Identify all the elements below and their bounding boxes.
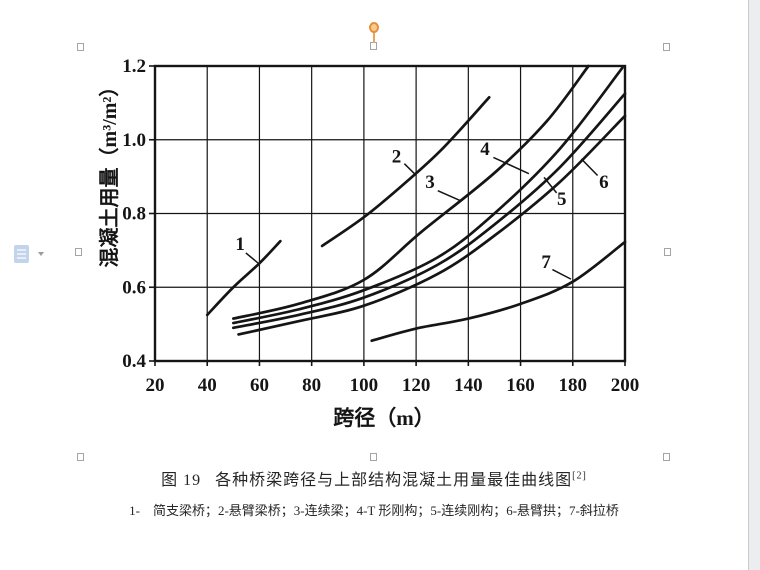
selection-handle-middle-right[interactable] [664, 248, 671, 256]
rotation-handle-stem [373, 32, 375, 43]
x-axis-title: 跨径（m） [333, 406, 435, 430]
curve-6 [237, 114, 627, 336]
curve-label-leader-1 [245, 252, 259, 264]
figure-legend-note[interactable]: 1- 简支梁桥；2-悬臂梁桥；3-连续梁；4-T 形刚构；5-连续刚构；6-悬臂… [129, 503, 619, 518]
x-tick-label: 160 [506, 375, 535, 396]
y-tick-label: 0.4 [122, 351, 146, 372]
curve-label-7: 7 [541, 252, 551, 273]
selection-handle-top-right[interactable] [663, 43, 670, 51]
curve-label-leader-7 [552, 268, 572, 280]
x-tick-label: 40 [198, 375, 217, 396]
x-tick-label: 140 [454, 375, 483, 396]
x-tick-label: 100 [350, 375, 379, 396]
y-axis-title: 混凝土用量（m³/m²） [98, 77, 121, 268]
selection-handle-bottom-center[interactable] [370, 453, 377, 461]
figure-caption-reference: [2] [572, 470, 587, 482]
y-tick-label: 1.0 [122, 130, 146, 151]
x-tick-label: 200 [611, 375, 640, 396]
curve-1 [205, 239, 282, 317]
paste-options-button[interactable] [12, 243, 46, 267]
selection-handle-bottom-right[interactable] [663, 453, 670, 461]
curve-label-5: 5 [557, 189, 567, 210]
curve-label-3: 3 [425, 172, 435, 193]
x-tick-label: 60 [250, 375, 269, 396]
x-tick-label: 20 [146, 375, 165, 396]
curve-label-1: 1 [235, 234, 245, 255]
x-tick-label: 180 [559, 375, 588, 396]
figure-caption-title: 各种桥梁跨径与上部结构混凝土用量最佳曲线图 [215, 472, 573, 489]
selection-handle-top-center[interactable] [370, 42, 377, 50]
curve-label-leader-2 [403, 163, 417, 176]
selection-handle-middle-left[interactable] [75, 248, 82, 256]
curve-label-leader-6 [580, 158, 599, 177]
curve-7 [370, 240, 627, 343]
curve-3 [231, 64, 590, 320]
y-tick-label: 0.8 [122, 204, 146, 225]
rotation-handle-icon[interactable] [369, 22, 379, 33]
x-tick-label: 80 [302, 375, 321, 396]
x-tick-label: 120 [402, 375, 431, 396]
figure-image[interactable]: 20 40 60 80 100 120 140 160 180 200 0.4 0.6 0.8 1.0 1.… [0, 0, 760, 460]
curve-2 [320, 95, 491, 248]
curve-5 [231, 92, 627, 330]
dropdown-arrow-icon [38, 252, 44, 256]
curve-label-leader-5 [543, 176, 558, 194]
paste-options-icon [14, 245, 29, 263]
figure-caption-label: 图 19 [161, 472, 202, 489]
canvas-background-strip [748, 0, 760, 570]
curve-label-6: 6 [599, 172, 609, 193]
selection-handle-bottom-left[interactable] [77, 453, 84, 461]
y-tick-label: 1.2 [122, 56, 146, 77]
curve-label-leader-4 [493, 156, 530, 175]
curve-4 [231, 66, 624, 325]
selection-handle-top-left[interactable] [77, 43, 84, 51]
figure-caption[interactable]: 图 19 各种桥梁跨径与上部结构混凝土用量最佳曲线图[2] [0, 466, 748, 490]
curve-label-4: 4 [480, 139, 490, 160]
y-tick-label: 0.6 [122, 277, 146, 298]
curve-label-leader-3 [437, 189, 462, 202]
curve-label-2: 2 [392, 146, 402, 167]
